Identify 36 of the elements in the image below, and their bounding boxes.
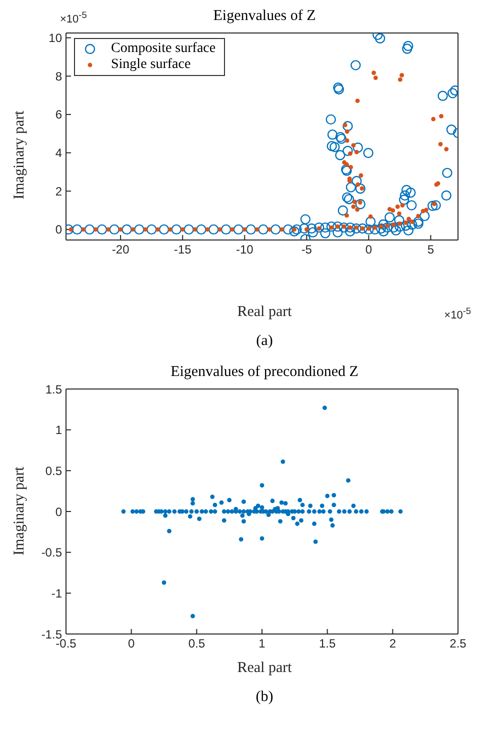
x-tick-label: 2 [389, 636, 396, 651]
legend-label: Single surface [111, 57, 191, 73]
y-tick-label: 6 [55, 108, 62, 122]
y-tick-label: 8 [55, 69, 62, 84]
x-axis-title: Real part [236, 660, 293, 677]
y-tick-label: 2 [55, 184, 62, 198]
x-tick-label: -5 [301, 242, 312, 257]
text: ×10$^{-5}$ [60, 10, 87, 26]
y-tick-label: 4 [55, 146, 62, 160]
y-tick-label: 10 [48, 31, 62, 46]
y-tick-label: 0 [55, 504, 62, 519]
x-tick-label: 2.5 [450, 636, 467, 651]
y-axis-title: Imaginary part [12, 466, 28, 556]
text: ×10$^{-5}$ [444, 306, 471, 322]
y-tick-label: 1.5 [45, 382, 62, 396]
x-tick-label: -15 [174, 242, 192, 257]
y-axis-title: Imaginary part [12, 110, 28, 200]
x-tick-label: -20 [112, 242, 130, 257]
text: (b) [254, 689, 274, 706]
y-tick-label: 0.5 [45, 464, 62, 478]
x-axis-title: Real part [237, 304, 292, 320]
x-tick-label: 0 [128, 636, 135, 651]
x-tick-label: 0.5 [188, 636, 206, 651]
chart-title: Eigenvalues of Z [213, 8, 316, 24]
text: (a) [255, 333, 274, 350]
y-tick-label: 1 [55, 423, 62, 438]
legend-label: Composite surface [111, 41, 216, 57]
x-tick-label: 1.5 [318, 636, 336, 651]
x-tick-label: 5 [427, 242, 434, 257]
chart-title: Eigenvalues of precondioned Z [170, 364, 360, 382]
y-tick-label: -0.5 [41, 546, 62, 560]
x-tick-label: -10 [236, 242, 254, 257]
y-tick-label: -1 [51, 586, 62, 600]
x-tick-label: 0 [365, 242, 372, 257]
x-tick-label: 1 [258, 636, 266, 651]
y-tick-label: 0 [55, 222, 62, 237]
